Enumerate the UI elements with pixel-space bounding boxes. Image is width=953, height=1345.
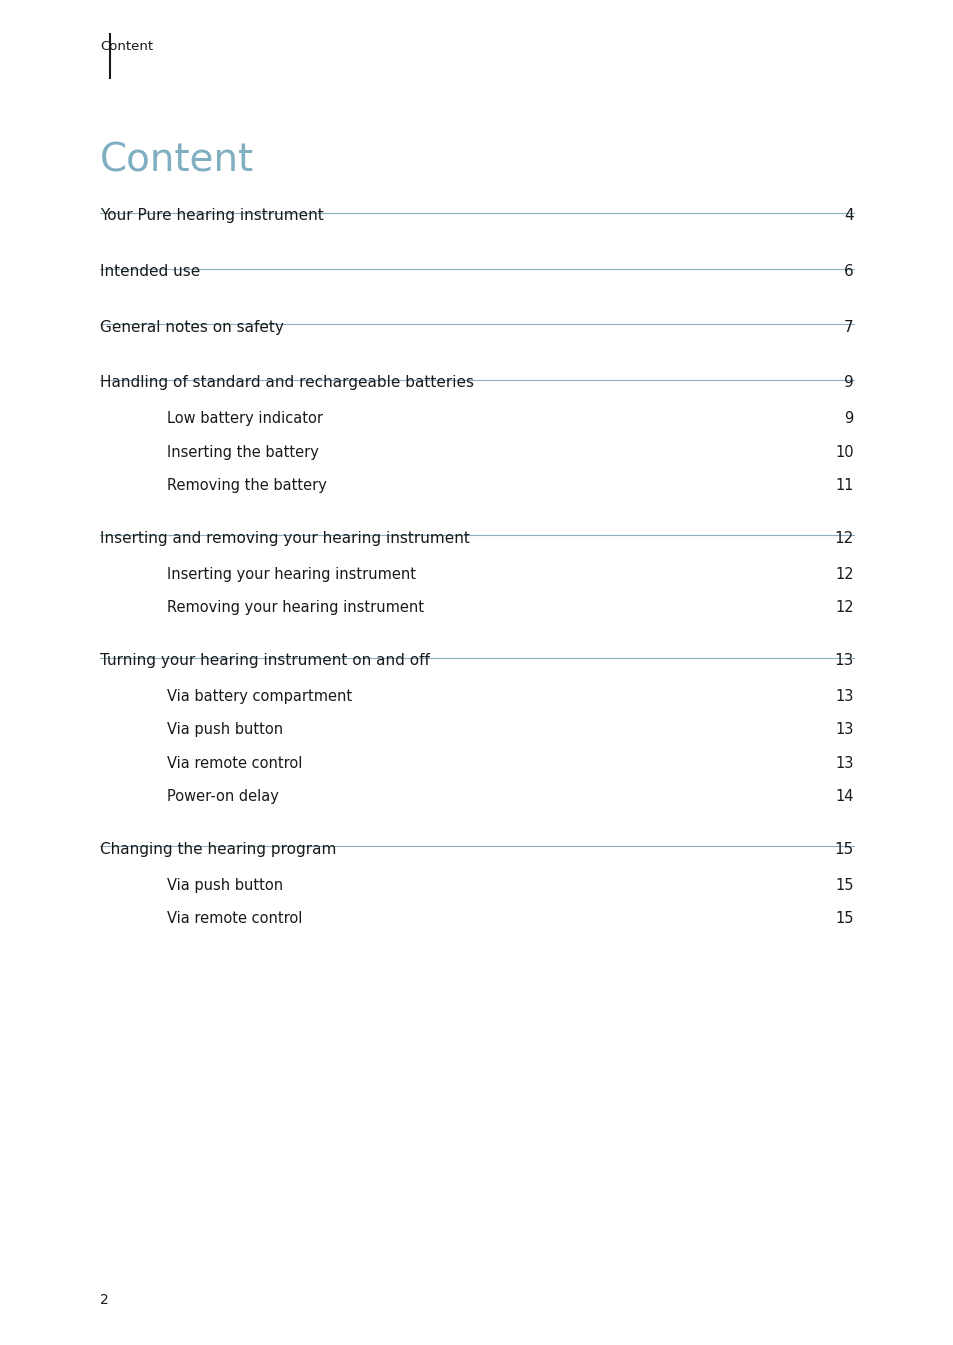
Text: 4: 4 [843,208,853,223]
Text: 13: 13 [834,652,853,668]
Text: Power-on delay: Power-on delay [167,790,278,804]
Text: Intended use: Intended use [100,264,200,278]
Text: Via push button: Via push button [167,878,283,893]
Text: 12: 12 [834,531,853,546]
Text: Handling of standard and rechargeable batteries: Handling of standard and rechargeable ba… [100,375,474,390]
Text: 13: 13 [835,756,853,771]
Text: Turning your hearing instrument on and off: Turning your hearing instrument on and o… [100,652,430,668]
Text: 11: 11 [835,477,853,492]
Text: Via push button: Via push button [167,722,283,737]
Text: 7: 7 [843,320,853,335]
Text: Your Pure hearing instrument: Your Pure hearing instrument [100,208,324,223]
Text: 12: 12 [834,600,853,615]
Text: 9: 9 [843,412,853,426]
Text: Via battery compartment: Via battery compartment [167,689,352,703]
Text: 15: 15 [834,842,853,857]
Text: 13: 13 [835,722,853,737]
Text: 12: 12 [834,566,853,582]
Text: 14: 14 [835,790,853,804]
Text: Via remote control: Via remote control [167,756,302,771]
Text: 13: 13 [835,689,853,703]
Text: Content: Content [100,40,153,54]
Text: Content: Content [100,141,254,179]
Text: 15: 15 [835,912,853,927]
Text: Removing the battery: Removing the battery [167,477,327,492]
Text: 10: 10 [834,445,853,460]
Text: 9: 9 [843,375,853,390]
Text: 6: 6 [843,264,853,278]
Text: Via remote control: Via remote control [167,912,302,927]
Text: Inserting your hearing instrument: Inserting your hearing instrument [167,566,416,582]
Text: 15: 15 [835,878,853,893]
Text: Inserting and removing your hearing instrument: Inserting and removing your hearing inst… [100,531,470,546]
Text: 2: 2 [100,1294,109,1307]
Text: Inserting the battery: Inserting the battery [167,445,318,460]
Text: General notes on safety: General notes on safety [100,320,284,335]
Text: Removing your hearing instrument: Removing your hearing instrument [167,600,423,615]
Text: Low battery indicator: Low battery indicator [167,412,323,426]
Text: Changing the hearing program: Changing the hearing program [100,842,336,857]
